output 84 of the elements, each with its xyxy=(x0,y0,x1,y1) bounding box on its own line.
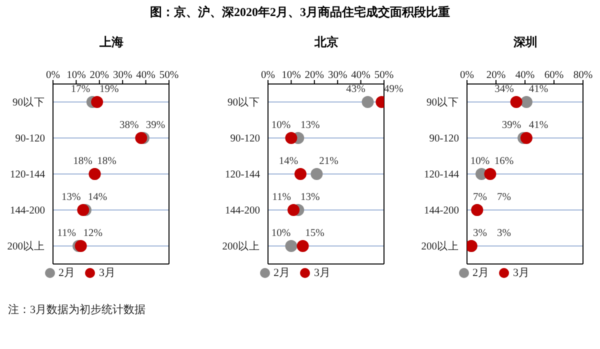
data-label: 18% xyxy=(73,156,93,167)
data-label: 14% xyxy=(278,156,298,167)
y-tick-label: 90以下 xyxy=(426,96,459,109)
data-label: 43% xyxy=(346,84,366,95)
data-label: 7% xyxy=(497,192,512,203)
data-label: 38% xyxy=(120,120,140,131)
y-tick-label: 144-200 xyxy=(424,206,459,217)
x-tick-label: 50% xyxy=(159,70,179,81)
data-label: 10% xyxy=(271,120,291,131)
data-label: 39% xyxy=(502,120,522,131)
point xyxy=(362,96,374,108)
x-tick-label: 20% xyxy=(486,70,506,81)
y-tick-label: 200以上 xyxy=(222,240,260,253)
text: 注：3月数据为初步统计数据 xyxy=(8,302,146,317)
data-label: 16% xyxy=(494,156,514,167)
y-tick-label: 90-120 xyxy=(429,134,459,145)
x-tick-label: 20% xyxy=(90,70,110,81)
y-tick-label: 90-120 xyxy=(15,134,45,145)
data-label: 13% xyxy=(62,192,82,203)
chart-title: 上海 xyxy=(98,34,124,51)
x-tick-label: 30% xyxy=(328,70,348,81)
legend-label: 3月 xyxy=(99,267,116,279)
data-label: 41% xyxy=(528,120,548,131)
y-tick-label: 144-200 xyxy=(10,206,45,217)
y-tick-label: 90以下 xyxy=(12,96,45,109)
data-label: 12% xyxy=(83,228,103,239)
data-label: 11% xyxy=(272,192,292,203)
x-tick-label: 30% xyxy=(112,70,132,81)
y-tick-label: 120-144 xyxy=(225,170,261,181)
data-label: 10% xyxy=(470,156,490,167)
y-tick-label: 90-120 xyxy=(230,134,260,145)
data-label: 21% xyxy=(319,156,339,167)
x-tick-label: 80% xyxy=(573,70,593,81)
data-label: 3% xyxy=(497,228,512,239)
data-label: 14% xyxy=(88,192,108,203)
data-label: 10% xyxy=(271,228,291,239)
legend-label: 2月 xyxy=(58,267,75,279)
data-label: 17% xyxy=(70,84,90,95)
data-label: 41% xyxy=(528,84,548,95)
y-tick-label: 90以下 xyxy=(228,96,260,109)
chart-title: 深圳 xyxy=(512,34,538,51)
chart-subtitle: 北京 xyxy=(313,34,340,51)
data-label: 13% xyxy=(300,120,320,131)
y-tick-label: 144-200 xyxy=(225,206,260,217)
x-tick-label: 10% xyxy=(66,70,86,81)
x-tick-label: 0% xyxy=(261,70,276,81)
point xyxy=(288,204,300,216)
y-tick-label: 120-144 xyxy=(424,170,460,181)
point xyxy=(520,132,532,144)
x-tick-label: 10% xyxy=(282,70,302,81)
point xyxy=(510,96,522,108)
point xyxy=(285,132,298,144)
legend-label: 2月 xyxy=(274,267,290,279)
legend-label: 3月 xyxy=(513,267,530,279)
x-tick-label: 60% xyxy=(544,70,564,81)
x-tick-label: 20% xyxy=(304,70,324,81)
x-tick-label: 40% xyxy=(136,70,156,81)
point xyxy=(296,240,309,252)
x-tick-label: 40% xyxy=(351,70,371,81)
y-tick-label: 120-144 xyxy=(10,170,46,181)
data-label: 11% xyxy=(57,228,76,239)
x-tick-label: 50% xyxy=(374,70,394,81)
point xyxy=(520,96,532,108)
data-label: 13% xyxy=(300,192,320,203)
point xyxy=(91,96,104,108)
point xyxy=(294,168,306,180)
y-tick-label: 200以上 xyxy=(7,240,45,253)
data-label: 3% xyxy=(473,228,488,239)
point xyxy=(484,168,496,180)
data-label: 19% xyxy=(99,84,119,95)
legend-label: 2月 xyxy=(472,267,489,279)
point xyxy=(285,240,298,252)
legend-label: 3月 xyxy=(314,267,330,279)
point xyxy=(310,168,323,180)
x-tick-label: 40% xyxy=(515,70,535,81)
x-tick-label: 0% xyxy=(460,70,474,81)
data-label: 39% xyxy=(146,120,166,131)
x-tick-label: 0% xyxy=(46,70,60,81)
data-label: 18% xyxy=(97,156,117,167)
data-label: 7% xyxy=(473,192,488,203)
data-label: 15% xyxy=(305,228,325,239)
chart-title: 图：京、沪、深2020年2月、3月商品住宅成交面积段比重 xyxy=(149,4,451,21)
data-label: 34% xyxy=(494,84,514,95)
y-tick-label: 200以上 xyxy=(421,240,459,253)
